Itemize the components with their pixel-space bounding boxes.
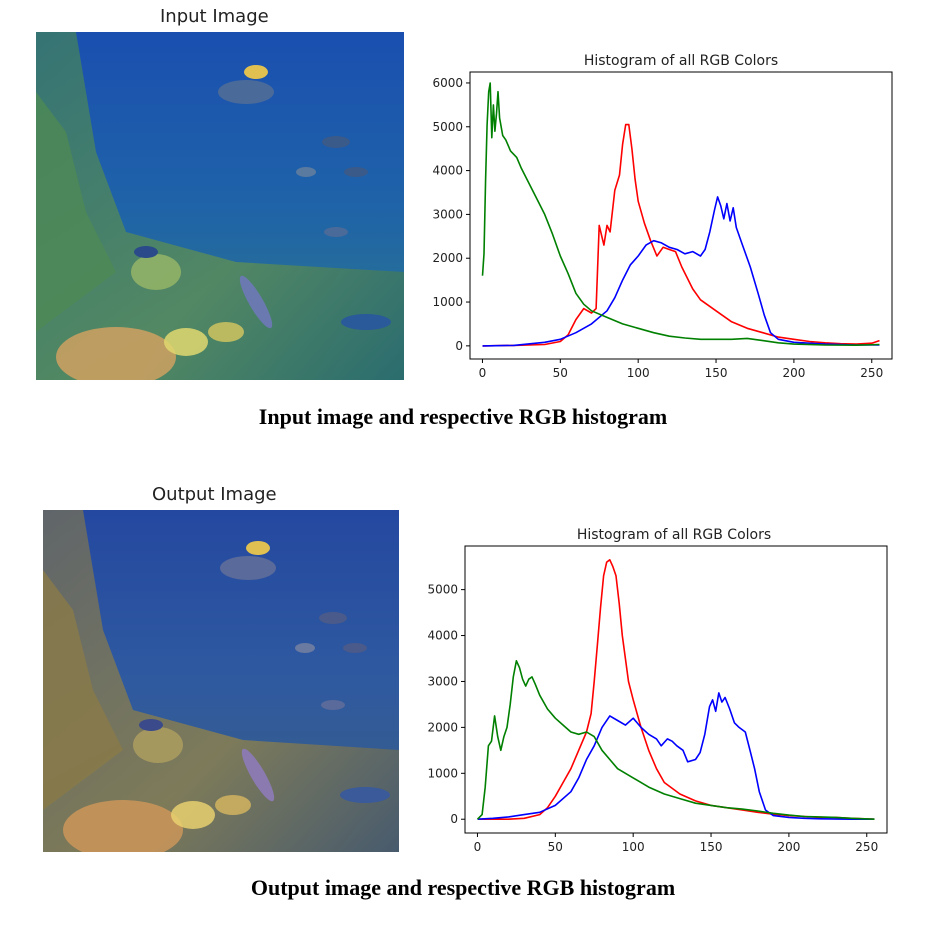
output-xtick-label: 0 (474, 840, 482, 854)
output-image-title: Output Image (152, 484, 277, 505)
output-histogram-title: Histogram of all RGB Colors (577, 527, 771, 543)
input-histogram-frame (469, 71, 893, 360)
input-xtick-label: 50 (553, 366, 568, 380)
input-ytick-label: 4000 (432, 164, 463, 178)
input-green-channel-line (481, 82, 880, 347)
input-xtick-label: 200 (782, 366, 805, 380)
input-blue-channel-line (482, 196, 880, 347)
input-histogram-chart: Histogram of all RGB Colors 0 1000 2000 300… (420, 48, 900, 388)
input-image-title: Input Image (160, 6, 269, 27)
output-xtick-label: 150 (700, 840, 723, 854)
output-ytick-label: 1000 (427, 766, 458, 780)
underwater-photo-input (36, 32, 404, 380)
output-image (43, 510, 399, 852)
input-ytick-label: 6000 (432, 76, 463, 90)
output-ytick-label: 3000 (427, 674, 458, 688)
output-histogram-frame (464, 545, 888, 834)
input-xtick-label: 0 (479, 366, 487, 380)
input-red-channel-line (482, 123, 880, 347)
input-image (36, 32, 404, 380)
input-histogram-title: Histogram of all RGB Colors (584, 53, 778, 69)
output-caption: Output image and respective RGB histogra… (250, 875, 676, 900)
output-xtick-label: 100 (622, 840, 645, 854)
output-xtick-label: 200 (777, 840, 800, 854)
input-ytick-label: 5000 (432, 120, 463, 134)
output-xtick-label: 250 (855, 840, 878, 854)
output-histogram-svg: Histogram of all RGB Colors 010002000300… (427, 527, 888, 854)
input-ytick-label: 0 (455, 339, 463, 353)
output-red-channel-line (477, 558, 875, 821)
output-histogram-chart: Histogram of all RGB Colors 0 1000 2000 300… (420, 522, 900, 862)
input-histogram-svg: Histogram of all RGB Colors 010002000300… (432, 53, 893, 380)
input-ytick-label: 1000 (432, 295, 463, 309)
output-green-channel-line (476, 660, 875, 820)
input-xtick-label: 250 (860, 366, 883, 380)
output-ytick-label: 5000 (427, 583, 458, 597)
underwater-photo-output (43, 510, 399, 852)
input-ytick-label: 2000 (432, 251, 463, 265)
output-ytick-label: 2000 (427, 720, 458, 734)
output-xtick-label: 50 (548, 840, 563, 854)
input-caption: Input image and respective RGB histogram (258, 404, 668, 429)
input-xtick-label: 150 (705, 366, 728, 380)
output-ytick-label: 4000 (427, 629, 458, 643)
input-xtick-label: 100 (627, 366, 650, 380)
output-ytick-label: 0 (450, 812, 458, 826)
output-blue-channel-line (477, 692, 875, 821)
input-ytick-label: 3000 (432, 207, 463, 221)
